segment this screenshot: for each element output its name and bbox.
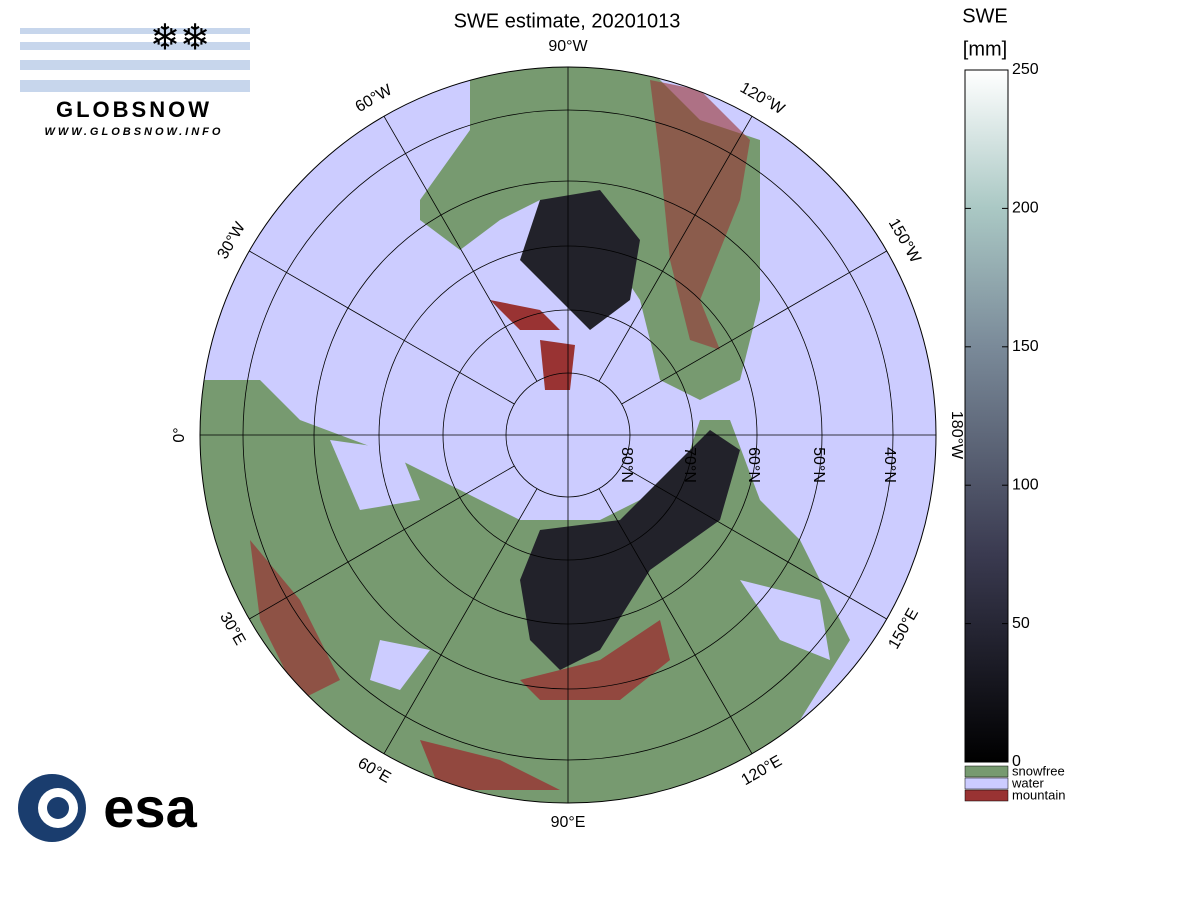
mountain bbox=[420, 740, 560, 790]
globsnow-logo: ❄❄ GLOBSNOW WWW.GLOBSNOW.INFO bbox=[20, 17, 250, 138]
parallel-label: 40°N bbox=[881, 447, 898, 483]
colorbar-title: SWE bbox=[962, 5, 1008, 27]
meridian-label: 90°W bbox=[548, 38, 588, 55]
parallel-label: 80°N bbox=[618, 447, 635, 483]
meridian-label: 120°E bbox=[739, 752, 785, 789]
logo-text: GLOBSNOW bbox=[56, 97, 212, 122]
legend-swatch bbox=[964, 765, 1009, 778]
parallel-label: 60°N bbox=[745, 447, 762, 483]
legend-label: snowfree bbox=[1012, 763, 1065, 778]
parallel-label: 50°N bbox=[810, 447, 827, 483]
mountain bbox=[650, 80, 750, 350]
colorbar-tick-label: 200 bbox=[1012, 200, 1039, 217]
colorbar-tick-label: 50 bbox=[1012, 615, 1030, 632]
meridian bbox=[249, 465, 515, 620]
logo-url: WWW.GLOBSNOW.INFO bbox=[45, 126, 224, 138]
colorbar-tick-label: 250 bbox=[1012, 61, 1039, 78]
meridian bbox=[621, 465, 887, 620]
legend-label: mountain bbox=[1012, 787, 1065, 802]
meridian-label: 0° bbox=[171, 427, 188, 442]
colorbar bbox=[964, 69, 1009, 763]
meridian bbox=[249, 250, 515, 405]
colorbar-title: [mm] bbox=[963, 38, 1007, 60]
sea bbox=[370, 640, 430, 690]
meridian-label: 60°E bbox=[355, 755, 394, 787]
meridian-label: 30°W bbox=[215, 219, 250, 262]
sea bbox=[330, 440, 420, 510]
meridian-label: 150°E bbox=[885, 606, 922, 652]
legend-swatch bbox=[964, 789, 1009, 802]
meridian bbox=[383, 488, 538, 754]
colorbar-tick-label: 0 bbox=[1012, 753, 1021, 770]
legend-label: water bbox=[1011, 775, 1044, 790]
meridian bbox=[621, 250, 887, 405]
map-disk bbox=[200, 67, 936, 803]
meridian bbox=[598, 116, 753, 382]
meridian bbox=[383, 116, 538, 382]
meridian-label: 30°E bbox=[216, 610, 248, 649]
esa-text: esa bbox=[103, 776, 197, 839]
meridian-label: 90°E bbox=[551, 814, 586, 831]
esa-logo: esa bbox=[18, 774, 198, 842]
title: SWE estimate, 20201013 bbox=[454, 10, 681, 32]
meridian-label: 180°W bbox=[948, 411, 965, 460]
mountain bbox=[520, 620, 670, 700]
meridian-label: 60°W bbox=[353, 81, 396, 116]
snow bbox=[520, 430, 740, 670]
mountain bbox=[250, 540, 340, 700]
parallel-label: 70°N bbox=[681, 447, 698, 483]
mountain bbox=[490, 300, 560, 330]
svg-text:❄❄: ❄❄ bbox=[150, 17, 210, 58]
legend-swatch bbox=[964, 777, 1009, 790]
mountain bbox=[540, 340, 575, 390]
colorbar-tick-label: 150 bbox=[1012, 338, 1039, 355]
snow bbox=[520, 190, 640, 330]
sea bbox=[740, 580, 830, 660]
graticule bbox=[200, 67, 936, 803]
map-border bbox=[199, 66, 937, 804]
colorbar-tick-label: 100 bbox=[1012, 476, 1039, 493]
meridian bbox=[598, 488, 753, 754]
